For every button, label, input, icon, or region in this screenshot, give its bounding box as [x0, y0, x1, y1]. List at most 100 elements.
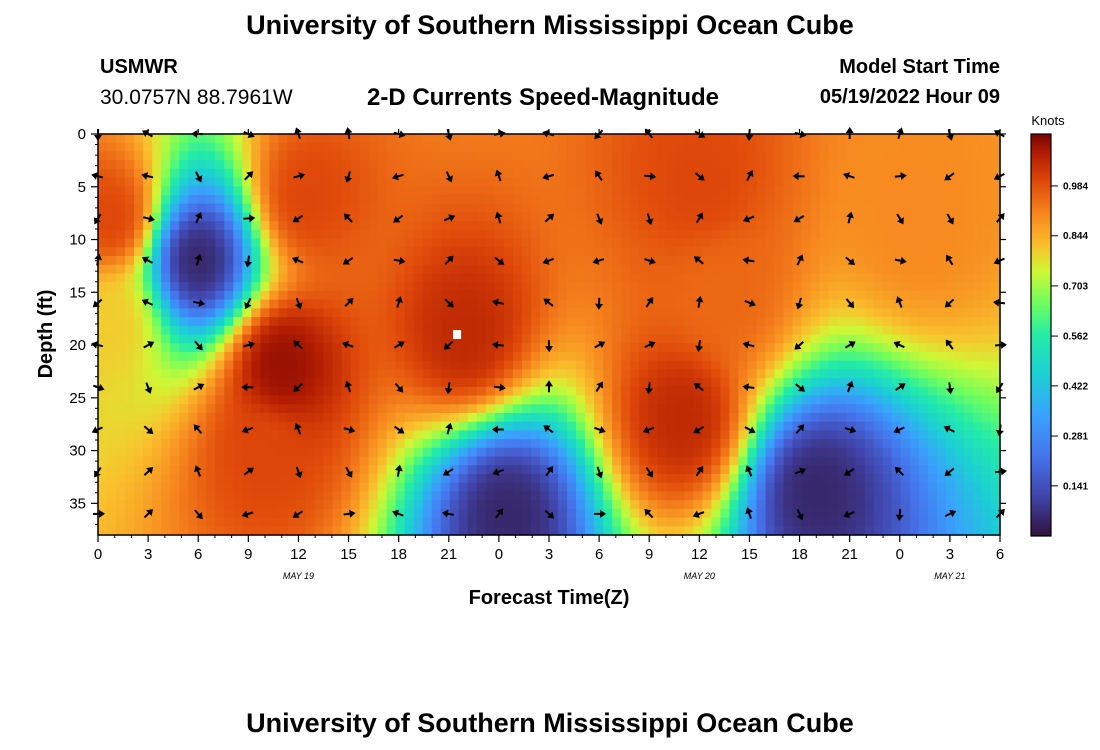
heatmap-cell	[152, 439, 162, 449]
heatmap-cell	[774, 369, 785, 379]
heatmap-cell	[530, 177, 541, 187]
heatmap-cell	[350, 142, 361, 153]
heatmap-cell	[260, 142, 270, 153]
heatmap-cell	[954, 360, 965, 370]
heatmap-cell	[909, 500, 920, 510]
heatmap-cell	[837, 421, 848, 431]
heatmap-cell	[873, 221, 884, 231]
heatmap-cell	[314, 203, 325, 214]
heatmap-cell	[413, 203, 424, 214]
heatmap-cell	[882, 526, 893, 536]
heatmap-cell	[873, 177, 884, 187]
heatmap-cell	[512, 517, 523, 527]
heatmap-cell	[296, 369, 307, 379]
heatmap-cell	[711, 134, 721, 144]
heatmap-cell	[116, 473, 126, 484]
heatmap-cell	[188, 421, 198, 431]
heatmap-cell	[801, 360, 812, 370]
heatmap-cell	[612, 195, 622, 205]
heatmap-cell	[783, 447, 794, 458]
heatmap-cell	[350, 256, 361, 266]
heatmap-cell	[945, 308, 956, 318]
heatmap-cell	[756, 177, 767, 187]
heatmap-cell	[882, 491, 893, 501]
heatmap-cell	[765, 273, 776, 283]
heatmap-cell	[143, 186, 153, 196]
heatmap-cell	[963, 430, 974, 440]
heatmap-cell	[783, 526, 794, 536]
heatmap-cell	[116, 221, 126, 231]
heatmap-cell	[828, 134, 839, 144]
heatmap-cell	[585, 412, 595, 423]
y-tick-label: 35	[69, 495, 86, 512]
heatmap-cell	[296, 203, 307, 214]
heatmap-cell	[900, 395, 911, 405]
heatmap-cell	[143, 299, 153, 309]
heatmap-cell	[585, 465, 595, 475]
heatmap-cell	[954, 134, 965, 144]
heatmap-cell	[720, 508, 730, 519]
heatmap-cell	[963, 308, 974, 318]
heatmap-cell	[467, 439, 478, 449]
heatmap-cell	[873, 290, 884, 301]
heatmap-cell	[774, 526, 785, 536]
heatmap-cell	[621, 439, 631, 449]
heatmap-cell	[179, 256, 189, 266]
heatmap-cell	[756, 412, 767, 423]
heatmap-cell	[612, 221, 622, 231]
heatmap-cell	[819, 308, 830, 318]
heatmap-cell	[413, 465, 424, 475]
heatmap-cell	[765, 369, 776, 379]
heatmap-cell	[810, 299, 821, 309]
heatmap-cell	[810, 508, 821, 519]
heatmap-cell	[855, 351, 866, 362]
heatmap-cell	[864, 517, 875, 527]
heatmap-cell	[801, 439, 812, 449]
heatmap-cell	[395, 317, 406, 327]
heatmap-cell	[386, 439, 397, 449]
heatmap-cell	[747, 186, 758, 196]
heatmap-cell	[332, 186, 343, 196]
heatmap-cell	[693, 142, 703, 153]
heatmap-cell	[846, 421, 857, 431]
heatmap-cell	[612, 430, 622, 440]
heatmap-cell	[981, 238, 992, 248]
heatmap-cell	[341, 439, 352, 449]
heatmap-cell	[377, 317, 388, 327]
heatmap-cell	[549, 334, 559, 344]
heatmap-cell	[954, 447, 965, 458]
heatmap-cell	[711, 351, 721, 362]
heatmap-cell	[152, 465, 162, 475]
heatmap-cell	[936, 508, 947, 519]
heatmap-cell	[197, 421, 207, 431]
heatmap-cell	[594, 247, 604, 257]
heatmap-cell	[810, 325, 821, 336]
heatmap-cell	[855, 290, 866, 301]
heatmap-cell	[675, 221, 685, 231]
heatmap-cell	[485, 526, 496, 536]
heatmap-cell	[873, 473, 884, 484]
heatmap-cell	[341, 317, 352, 327]
heatmap-cell	[170, 151, 180, 161]
heatmap-cell	[909, 447, 920, 458]
heatmap-cell	[612, 465, 622, 475]
heatmap-cell	[891, 351, 902, 362]
heatmap-cell	[467, 456, 478, 466]
heatmap-cell	[846, 447, 857, 458]
heatmap-cell	[341, 142, 352, 153]
heatmap-cell	[341, 351, 352, 362]
heatmap-cell	[386, 168, 397, 179]
current-arrow	[445, 171, 453, 183]
heatmap-cell	[864, 404, 875, 414]
heatmap-cell	[269, 491, 279, 501]
heatmap-cell	[161, 273, 171, 283]
heatmap-cell	[341, 386, 352, 397]
heatmap-cell	[990, 351, 1001, 362]
heatmap-cell	[332, 195, 343, 205]
heatmap-cell	[296, 195, 307, 205]
heatmap-cell	[476, 526, 487, 536]
heatmap-cell	[774, 421, 785, 431]
heatmap-cell	[296, 482, 307, 493]
heatmap-cell	[711, 412, 721, 423]
heatmap-cell	[909, 378, 920, 388]
